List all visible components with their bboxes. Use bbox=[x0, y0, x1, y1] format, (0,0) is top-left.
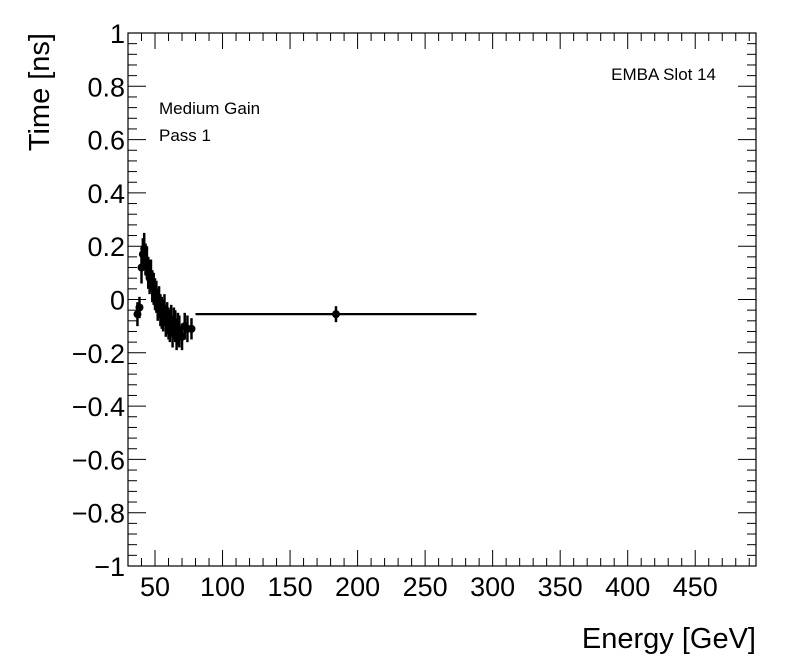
y-tick-label: 1 bbox=[110, 19, 125, 49]
marker bbox=[135, 303, 144, 312]
annotation-gain: Medium Gain bbox=[159, 99, 260, 118]
axis-ticks bbox=[127, 32, 756, 567]
marker bbox=[187, 324, 196, 333]
y-tick-label: −0.6 bbox=[72, 445, 125, 475]
x-tick-label: 100 bbox=[200, 572, 245, 602]
x-tick-label: 150 bbox=[268, 572, 313, 602]
y-axis-label: Time [ns] bbox=[24, 33, 56, 151]
data-point bbox=[187, 318, 196, 340]
x-tick-label: 200 bbox=[335, 572, 380, 602]
data-points bbox=[133, 232, 477, 351]
data-point bbox=[195, 306, 477, 323]
x-tick-label: 450 bbox=[673, 572, 718, 602]
y-tick-label: 0.8 bbox=[87, 72, 125, 102]
y-tick-label: −0.2 bbox=[72, 339, 125, 369]
x-tick-label: 300 bbox=[470, 572, 515, 602]
y-tick-label: 0 bbox=[110, 286, 125, 316]
annotation-slot: EMBA Slot 14 bbox=[611, 65, 716, 84]
x-tick-label: 350 bbox=[538, 572, 583, 602]
y-tick-label: 0.6 bbox=[87, 126, 125, 156]
data-point bbox=[135, 296, 144, 319]
y-tick-label: 0.2 bbox=[87, 232, 125, 262]
x-tick-label: 400 bbox=[605, 572, 650, 602]
y-tick-label: 0.4 bbox=[87, 179, 125, 209]
axis-tick-labels: 50 100 150 200 250 300 350 400 450 −1 −0.8 −0.6 −0.4… bbox=[72, 19, 718, 602]
marker bbox=[331, 310, 340, 319]
y-tick-label: −1 bbox=[94, 552, 125, 582]
y-tick-label: −0.8 bbox=[72, 499, 125, 529]
x-tick-label: 50 bbox=[140, 572, 170, 602]
annotation-pass: Pass 1 bbox=[159, 126, 211, 145]
x-axis-label: Energy [GeV] bbox=[582, 623, 756, 655]
y-tick-label: −0.4 bbox=[72, 392, 125, 422]
x-tick-label: 250 bbox=[403, 572, 448, 602]
